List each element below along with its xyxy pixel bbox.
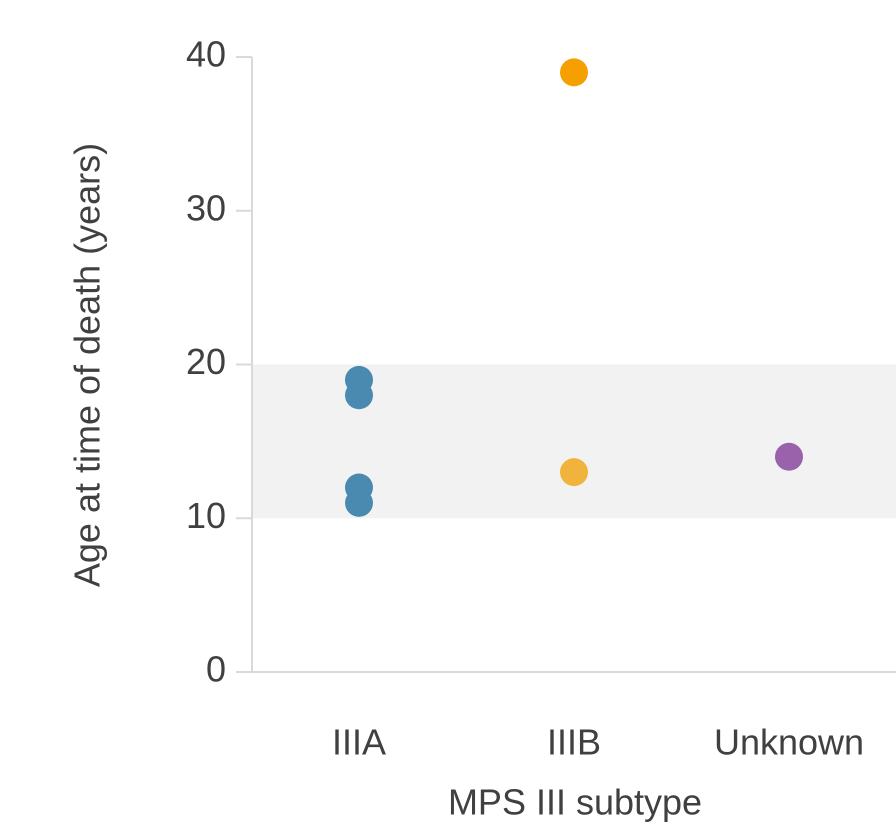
y-tick-label: 10	[186, 495, 226, 536]
y-axis-title: Age at time of death (years)	[67, 143, 108, 587]
y-tick-label: 20	[186, 341, 226, 382]
point	[560, 58, 588, 87]
x-tick-label: IIIB	[547, 722, 601, 763]
y-tick-label: 30	[186, 187, 226, 228]
y-tick-label: 40	[186, 34, 226, 75]
point	[775, 442, 803, 471]
x-tick-label: IIIA	[332, 722, 386, 763]
point	[560, 458, 588, 487]
x-axis-title: MPS III subtype	[448, 782, 702, 823]
y-tick-label: 0	[206, 649, 226, 690]
point	[345, 488, 373, 517]
point	[345, 381, 373, 410]
x-tick-label: Unknown	[714, 722, 864, 763]
